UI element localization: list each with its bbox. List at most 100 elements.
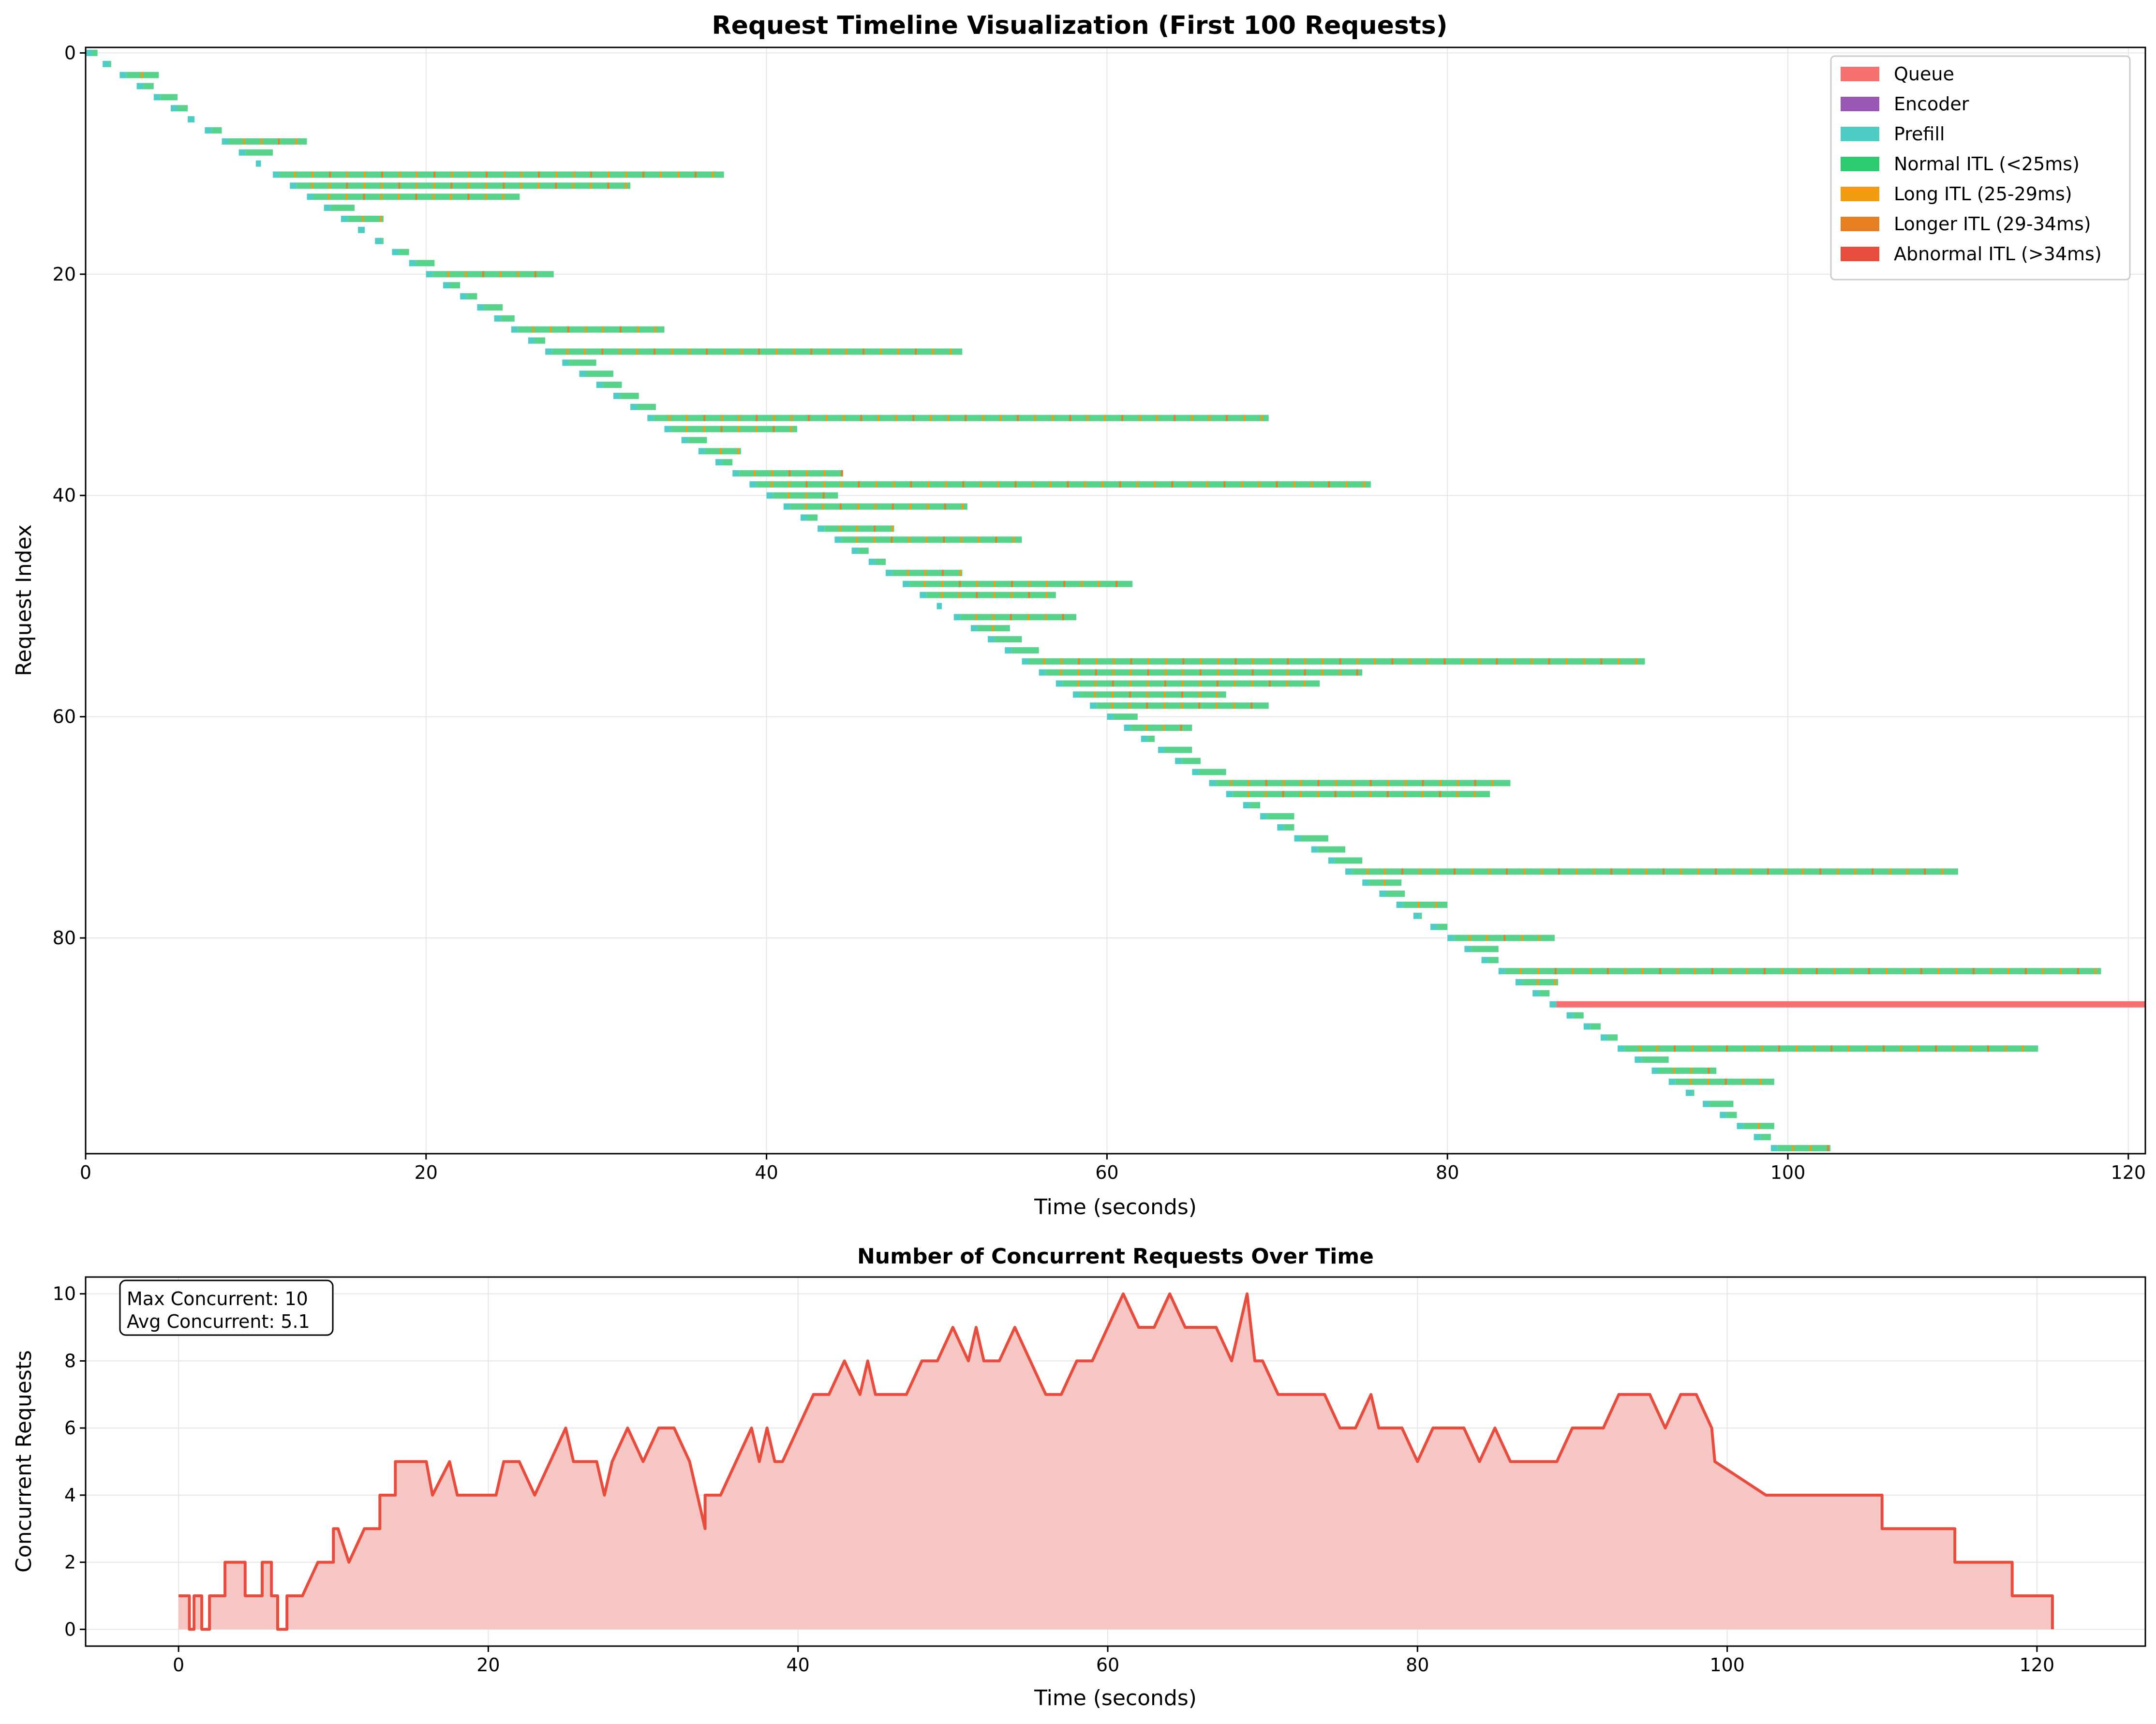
- request-55-long-itl-27: [1513, 658, 1516, 665]
- request-56-long-itl-14: [1304, 669, 1306, 676]
- request-74-long-itl-15: [1628, 868, 1630, 875]
- request-bar-72: [1311, 846, 1346, 853]
- request-33-long-itl-12: [877, 415, 880, 421]
- request-bar-44: [834, 536, 1022, 543]
- request-33-long-itl-7: [790, 415, 793, 421]
- request-bar-94: [1685, 1089, 1695, 1096]
- request-87-prefill: [1566, 1012, 1574, 1019]
- request-84-prefill: [1515, 979, 1522, 986]
- request-34-long-itl-5: [773, 426, 775, 432]
- request-24-decode: [501, 315, 515, 322]
- request-bar-73: [1328, 857, 1363, 864]
- request-35-prefill: [681, 437, 688, 444]
- request-12-long-itl-9: [468, 182, 470, 189]
- request-90-long-itl-9: [1796, 1045, 1798, 1052]
- request-90-long-itl-14: [1883, 1045, 1885, 1052]
- request-46-decode: [875, 558, 886, 565]
- legend-label-prefill: Prefill: [1894, 123, 1945, 145]
- request-67-decode: [1233, 791, 1490, 798]
- request-44-decode: [841, 536, 1022, 543]
- request-83-long-itl-14: [1763, 968, 1766, 975]
- request-28-prefill: [562, 359, 569, 366]
- request-39-long-itl-24: [1189, 481, 1191, 488]
- request-72-prefill: [1311, 846, 1318, 853]
- request-60-prefill: [1107, 713, 1114, 720]
- request-45-prefill: [851, 548, 859, 554]
- concurrency-y-tick-label-2: 4: [64, 1485, 76, 1506]
- request-11-long-itl-6: [399, 171, 401, 178]
- request-80-long-itl-1: [1486, 935, 1488, 941]
- request-66-long-itl-8: [1369, 780, 1372, 787]
- request-60-decode: [1114, 713, 1138, 720]
- request-bar-54: [1005, 647, 1039, 654]
- request-12-long-itl-12: [520, 182, 522, 189]
- request-57-long-itl-6: [1181, 680, 1184, 687]
- request-80-long-itl-2: [1503, 935, 1506, 941]
- request-74-long-itl-32: [1924, 868, 1926, 875]
- request-11-long-itl-19: [625, 171, 627, 178]
- request-74-long-itl-17: [1663, 868, 1665, 875]
- request-11-long-itl-23: [695, 171, 697, 178]
- request-15-prefill: [341, 215, 348, 222]
- request-33-long-itl-31: [1208, 415, 1211, 421]
- request-8-long-itl-3: [295, 138, 297, 145]
- request-bar-16: [358, 226, 365, 233]
- request-42-prefill: [800, 514, 807, 521]
- request-66-long-itl-3: [1282, 780, 1285, 787]
- request-11-long-itl-11: [486, 171, 488, 178]
- request-bar-45: [851, 548, 869, 554]
- request-bar-28: [562, 359, 596, 366]
- request-95-decode: [1710, 1100, 1734, 1107]
- request-48-long-itl-4: [994, 580, 996, 587]
- request-12-long-itl-18: [624, 182, 627, 189]
- request-41-prefill: [783, 503, 790, 510]
- request-90-long-itl-3: [1691, 1045, 1694, 1052]
- request-19-prefill: [409, 260, 416, 267]
- request-66-long-itl-0: [1230, 780, 1233, 787]
- request-22-decode: [467, 293, 477, 300]
- request-51-prefill: [953, 614, 961, 621]
- request-48-long-itl-5: [1011, 580, 1013, 587]
- request-59-long-itl-4: [1181, 702, 1183, 709]
- request-51-long-itl-5: [1062, 614, 1064, 621]
- request-bar-20: [426, 271, 554, 278]
- request-56-long-itl-16: [1338, 669, 1341, 676]
- legend-swatch-prefill: [1841, 127, 1879, 141]
- request-39-long-itl-13: [997, 481, 999, 488]
- request-39-long-itl-16: [1049, 481, 1052, 488]
- request-11-long-itl-1: [312, 171, 314, 178]
- request-90-long-itl-12: [1848, 1045, 1850, 1052]
- request-36-long-itl-0: [719, 448, 722, 455]
- request-39-long-itl-14: [1014, 481, 1017, 488]
- request-80-prefill: [1447, 935, 1455, 941]
- request-41-long-itl-7: [926, 503, 929, 510]
- request-97-long-itl-0: [1758, 1123, 1760, 1130]
- request-52-long-itl-0: [992, 625, 994, 632]
- request-66-decode: [1216, 780, 1511, 787]
- request-74-long-itl-2: [1401, 868, 1404, 875]
- request-27-long-itl-4: [636, 348, 639, 355]
- request-12-long-itl-13: [537, 182, 540, 189]
- request-bar-18: [392, 249, 409, 255]
- request-19-decode: [416, 260, 435, 267]
- legend-swatch-longer-itl: [1841, 217, 1879, 231]
- concurrency-x-tick-label-3: 60: [1096, 1654, 1119, 1676]
- request-59-long-itl-7: [1233, 702, 1235, 709]
- request-55-long-itl-26: [1496, 658, 1498, 665]
- request-12-long-itl-10: [485, 182, 488, 189]
- request-90-long-itl-15: [1900, 1045, 1903, 1052]
- request-11-long-itl-3: [346, 171, 349, 178]
- request-66-long-itl-9: [1387, 780, 1389, 787]
- request-80-long-itl-0: [1469, 935, 1471, 941]
- request-38-long-itl-1: [771, 470, 773, 476]
- request-27-long-itl-7: [688, 348, 691, 355]
- concurrency-x-tick-label-0: 0: [173, 1654, 184, 1676]
- request-57-prefill: [1056, 680, 1063, 687]
- request-bar-59: [1090, 702, 1269, 709]
- request-27-long-itl-11: [758, 348, 760, 355]
- request-57-long-itl-8: [1216, 680, 1219, 687]
- request-59-prefill: [1090, 702, 1097, 709]
- request-98-decode: [1760, 1134, 1771, 1141]
- request-bar-75: [1362, 879, 1402, 886]
- request-bar-11: [273, 171, 724, 178]
